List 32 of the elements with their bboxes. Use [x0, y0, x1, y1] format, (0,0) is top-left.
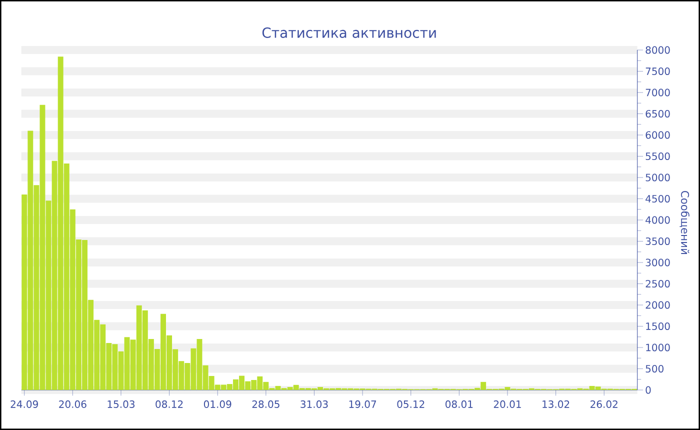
y-tick-label: 2000 — [646, 301, 670, 309]
y-tick-label: 5500 — [646, 152, 670, 160]
y-tick-label: 5000 — [646, 174, 670, 182]
y-tick-label: 6000 — [646, 131, 670, 139]
y-tick-label: 4500 — [646, 194, 670, 203]
y-tick-label: 6500 — [646, 110, 670, 118]
x-tick-label: 13.02 — [542, 400, 570, 408]
y-tick-label: 3000 — [646, 258, 670, 266]
x-tick-label: 28.05 — [252, 400, 280, 408]
y-tick-label: 8000 — [646, 46, 670, 54]
x-tick-label: 20.06 — [59, 400, 86, 408]
y-tick-label: 4000 — [646, 216, 670, 224]
x-tick-label: 08.12 — [156, 400, 183, 408]
y-tick-label: 1500 — [646, 322, 670, 330]
y-axis-title: Сообщений — [680, 191, 690, 254]
x-tick-label: 20.01 — [494, 400, 521, 408]
y-tick-label: 500 — [646, 364, 664, 373]
x-tick-label: 05.12 — [397, 400, 424, 408]
x-tick-label: 19.07 — [349, 400, 376, 408]
x-tick-label: 15.03 — [108, 400, 134, 408]
y-tick-label: 1000 — [646, 344, 670, 352]
x-tick-label: 31.03 — [300, 400, 328, 408]
x-tick-label: 26.02 — [590, 400, 618, 408]
x-tick-label: 08.01 — [446, 400, 473, 408]
y-tick-label: 7000 — [646, 88, 670, 96]
chart-title: Статистика активности — [262, 27, 436, 38]
y-tick-label: 2500 — [646, 280, 670, 288]
x-tick-label: 01.09 — [204, 400, 232, 408]
y-tick-label: 0 — [646, 386, 651, 394]
y-tick-label: 7500 — [646, 67, 670, 76]
y-tick-label: 3500 — [646, 237, 670, 246]
x-tick-label: 24.09 — [10, 400, 38, 408]
